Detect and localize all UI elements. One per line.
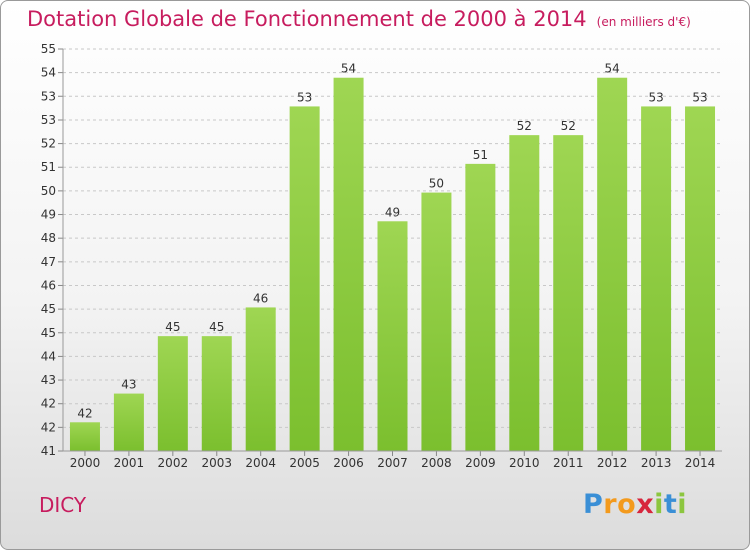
bar-value-label: 52	[561, 119, 576, 133]
x-tick-label: 2000	[70, 456, 101, 470]
bar-value-label: 42	[77, 406, 92, 420]
x-axis-ticks: 2000 2001 2002 2003 2004 2005 2006 2007 2008 2009…	[70, 451, 716, 470]
title-unit: (en milliers d'€)	[596, 15, 691, 29]
x-tick-label: 2001	[114, 456, 145, 470]
y-tick-label: 47	[41, 255, 56, 269]
chart-title: Dotation Globale de Fonctionnement de 20…	[27, 7, 691, 31]
x-tick-label: 2006	[333, 456, 364, 470]
y-tick-label: 55	[41, 42, 56, 56]
y-tick-label: 54	[41, 66, 56, 80]
bar-value-label: 45	[209, 320, 224, 334]
x-tick-label: 2009	[465, 456, 496, 470]
bar-value-label: 46	[253, 291, 268, 305]
y-tick-label: 42	[41, 420, 56, 434]
y-tick-label: 45	[41, 326, 56, 340]
y-axis-ticks: 41 42 42 43 44 45 45 46 47 48 49 50 51 52 53 53 54 55	[41, 42, 63, 458]
y-tick-label: 41	[41, 444, 56, 458]
bar-2008	[421, 192, 452, 452]
y-tick-label: 48	[41, 231, 56, 245]
bar-2000	[69, 422, 100, 451]
y-tick-label: 42	[41, 397, 56, 411]
x-tick-label: 2013	[641, 456, 672, 470]
proxiti-logo[interactable]: Proxiti	[583, 489, 687, 520]
x-tick-label: 2002	[158, 456, 189, 470]
y-tick-label: 53	[41, 113, 56, 127]
logo-letter: i	[654, 489, 664, 520]
x-tick-label: 2004	[245, 456, 276, 470]
bar-value-label: 50	[429, 177, 444, 191]
bar-value-label: 53	[297, 90, 312, 104]
bar-2002	[157, 336, 188, 451]
x-tick-label: 2010	[509, 456, 540, 470]
bar-2009	[465, 163, 496, 451]
bar-2001	[113, 393, 144, 451]
y-tick-label: 44	[41, 349, 56, 363]
logo-letter: x	[636, 489, 655, 520]
bar-value-label: 52	[517, 119, 532, 133]
bar-value-label: 49	[385, 205, 400, 219]
x-tick-label: 2012	[597, 456, 628, 470]
bar-2004	[245, 307, 276, 451]
logo-letter: o	[617, 489, 637, 520]
town-name: DICY	[39, 493, 87, 517]
x-tick-label: 2007	[377, 456, 408, 470]
logo-letter: r	[603, 489, 618, 520]
y-tick-label: 46	[41, 278, 56, 292]
bar-value-label: 43	[121, 378, 136, 392]
y-tick-label: 51	[41, 160, 56, 174]
bar-2012	[597, 77, 628, 451]
bar-value-label: 45	[165, 320, 180, 334]
bars	[69, 77, 716, 452]
bar-2011	[553, 135, 584, 451]
bar-value-label: 54	[341, 62, 356, 76]
bar-2005	[289, 106, 320, 451]
x-tick-label: 2005	[289, 456, 320, 470]
bar-value-label: 54	[605, 62, 620, 76]
bar-2007	[377, 221, 408, 451]
x-tick-label: 2011	[553, 456, 584, 470]
bar-2003	[201, 336, 232, 451]
x-tick-label: 2014	[685, 456, 716, 470]
bar-value-label: 51	[473, 148, 488, 162]
y-tick-label: 45	[41, 302, 56, 316]
logo-letter: P	[583, 489, 604, 520]
title-text: Dotation Globale de Fonctionnement de 20…	[27, 7, 587, 31]
bar-value-labels: 42 43 45 45 46 53 54 49 50 51 52 52 54 53 53	[77, 62, 707, 421]
bar-2006	[333, 77, 364, 451]
bar-2014	[685, 106, 716, 451]
logo-letter: i	[677, 489, 688, 520]
x-tick-label: 2003	[201, 456, 232, 470]
bar-value-label: 53	[692, 90, 707, 104]
y-tick-label: 43	[41, 373, 56, 387]
logo-letter: t	[663, 489, 678, 520]
bar-2013	[641, 106, 672, 451]
bar-2010	[509, 135, 540, 451]
y-tick-label: 53	[41, 89, 56, 103]
y-tick-label: 52	[41, 137, 56, 151]
y-tick-label: 49	[41, 208, 56, 222]
y-tick-label: 50	[41, 184, 56, 198]
x-tick-label: 2008	[421, 456, 452, 470]
bar-value-label: 53	[648, 90, 663, 104]
